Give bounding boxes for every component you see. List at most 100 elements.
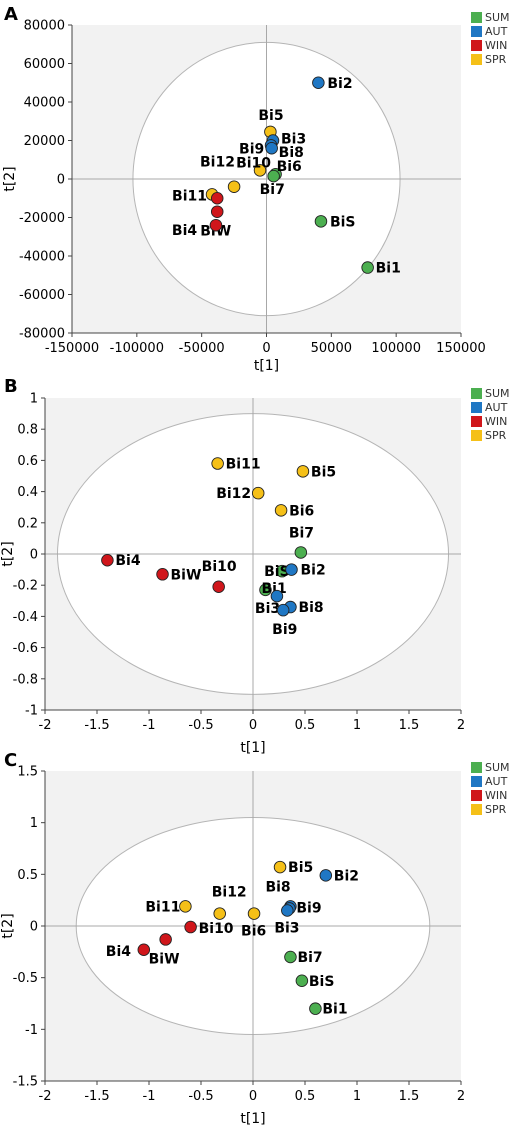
point-label: BiW (200, 224, 231, 240)
y-axis-label: t[2] (0, 913, 16, 938)
legend-label: SPR (485, 803, 507, 816)
x-tick-label: 100000 (371, 341, 421, 356)
data-point-bi5 (273, 860, 287, 874)
data-point-bi12 (213, 907, 226, 920)
point-label: Bi3 (274, 921, 299, 937)
data-point-bi3 (281, 904, 294, 917)
data-point-bi11 (179, 900, 192, 913)
y-axis-label: t[2] (2, 166, 18, 191)
y-tick-label: 0.2 (17, 516, 38, 531)
legend-label: SUM (485, 761, 510, 774)
point-label: Bi10 (236, 156, 271, 172)
legend-label: SUM (485, 387, 510, 400)
point-label: Bi9 (239, 141, 264, 157)
data-point-bi4 (101, 553, 114, 567)
point-label: Bi4 (106, 944, 131, 960)
data-point-bi6 (247, 907, 261, 920)
data-point-biw (159, 933, 172, 946)
data-point-bi7 (294, 546, 308, 559)
y-tick-label: 20000 (24, 134, 65, 149)
y-tick-label: -0.4 (13, 610, 38, 625)
legend-label: AUT (485, 25, 508, 38)
legend-swatch-win (471, 790, 482, 801)
x-tick-label: 1 (353, 1089, 361, 1104)
x-tick-label: 0.5 (295, 718, 316, 733)
x-axis-label: t[1] (240, 1111, 265, 1127)
legend-label: WIN (485, 415, 507, 428)
point-label: BiS (330, 214, 356, 230)
y-tick-label: 0.5 (17, 868, 38, 883)
point-label: Bi6 (289, 503, 314, 519)
point-label: BiS (264, 564, 290, 580)
legend-label: SUM (485, 11, 510, 24)
data-point-bi11 (211, 457, 224, 470)
point-label: Bi5 (311, 464, 336, 480)
x-tick-label: 150000 (436, 341, 486, 356)
point-label: BiS (309, 974, 335, 990)
legend-label: WIN (485, 39, 507, 52)
x-tick-label: 2 (457, 1089, 465, 1104)
point-label: Bi4 (172, 223, 197, 239)
x-tick-label: -1 (143, 1089, 156, 1104)
legend-swatch-win (471, 416, 482, 427)
x-tick-label: 0 (249, 1089, 257, 1104)
data-point-bi12 (251, 486, 265, 500)
x-tick-label: 0 (262, 341, 270, 356)
data-point-bi5 (296, 465, 310, 478)
legend-label: AUT (485, 775, 508, 788)
legend-label: SPR (485, 53, 507, 66)
point-label: Bi8 (265, 879, 290, 895)
y-tick-label: 0.6 (17, 454, 38, 469)
x-tick-label: -50000 (179, 341, 225, 356)
x-tick-label: -0.5 (188, 1089, 213, 1104)
y-tick-label: 80000 (24, 19, 65, 34)
y-tick-label: -80000 (19, 327, 65, 342)
data-point-biw (156, 568, 169, 581)
data-point-bis (295, 974, 309, 988)
legend-swatch-aut (471, 776, 482, 787)
legend-swatch-aut (471, 402, 482, 413)
y-tick-label: 1.5 (17, 765, 38, 780)
x-tick-label: -1.5 (84, 718, 109, 733)
point-label: Bi11 (226, 457, 261, 473)
data-point-bi10b (210, 191, 224, 205)
legend-label: AUT (485, 401, 508, 414)
point-label: Bi11 (172, 188, 207, 204)
data-point-bi10 (227, 180, 241, 193)
point-label: Bi8 (279, 145, 304, 161)
x-tick-label: -1.5 (84, 1089, 109, 1104)
point-label: Bi7 (297, 950, 322, 966)
x-axis-label: t[1] (254, 358, 279, 374)
point-label: Bi9 (272, 622, 297, 638)
point-label: Bi9 (296, 900, 321, 916)
legend-label: WIN (485, 789, 507, 802)
point-label: Bi12 (200, 154, 235, 170)
point-label: Bi6 (277, 159, 302, 175)
y-tick-label: 1 (30, 816, 38, 831)
data-point-bi7 (267, 169, 280, 183)
data-point-bi9 (276, 603, 290, 617)
data-point-bi3 (270, 589, 284, 603)
point-label: Bi12 (212, 885, 247, 901)
legend-label: SPR (485, 429, 507, 442)
x-tick-label: 50000 (311, 341, 352, 356)
data-point-bi12 (253, 164, 267, 177)
point-label: Bi3 (281, 132, 306, 148)
point-label: Bi8 (298, 600, 323, 616)
y-tick-label: 0.4 (17, 485, 38, 500)
data-point-bi7 (284, 950, 297, 964)
panel-letter: A (4, 4, 18, 25)
data-point-bi1 (309, 1002, 322, 1015)
data-point-bi2 (319, 869, 333, 882)
x-tick-label: -0.5 (188, 718, 213, 733)
data-point-biw (210, 205, 224, 218)
x-tick-label: 0.5 (295, 1089, 316, 1104)
point-label: Bi2 (327, 76, 352, 92)
point-label: Bi12 (216, 486, 251, 502)
legend-swatch-spr (471, 430, 482, 441)
panel-letter: C (4, 750, 17, 771)
data-point-bi10 (184, 920, 197, 934)
y-tick-label: -0.2 (13, 579, 38, 594)
y-tick-label: 0.8 (17, 423, 38, 438)
panel-B: B -2 -1.5 -1 -0.5 0 0.5 1 1.5 2 -1 -0.8 -0.6 -0.4 -0.2… (0, 376, 510, 756)
